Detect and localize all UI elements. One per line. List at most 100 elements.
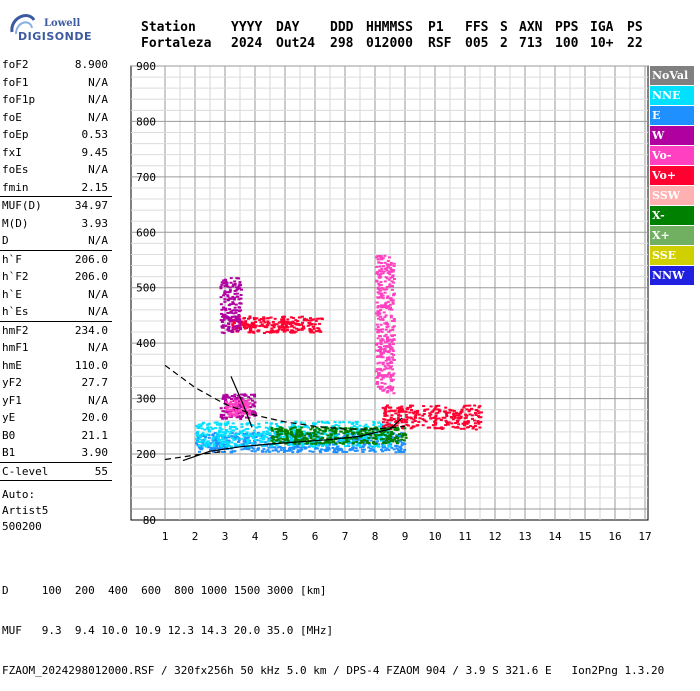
echo-point [389, 307, 393, 310]
echo-point [284, 324, 288, 327]
echo-point [376, 317, 380, 320]
echo-point [381, 272, 385, 275]
echo-point [216, 437, 220, 440]
echo-point [264, 432, 268, 435]
echo-point [303, 434, 307, 437]
echo-point [257, 425, 261, 428]
echo-point [246, 438, 250, 441]
echo-point [272, 438, 276, 441]
echo-point [390, 430, 394, 433]
echo-point [273, 430, 277, 433]
echo-point [225, 439, 229, 442]
echo-point [229, 445, 233, 448]
echo-point [232, 312, 236, 315]
echo-point [380, 262, 384, 265]
echo-point [244, 416, 248, 419]
echo-point [306, 319, 310, 322]
echo-point [387, 371, 391, 374]
echo-point [382, 425, 386, 428]
echo-point [375, 256, 379, 259]
echo-point [237, 440, 241, 443]
echo-point [383, 335, 387, 338]
echo-point [228, 286, 232, 289]
echo-point [282, 322, 286, 325]
echo-point [393, 436, 397, 439]
echo-point [390, 446, 394, 449]
echo-point [388, 427, 392, 430]
param-row-he: h`E N/A [0, 286, 112, 304]
echo-point [246, 441, 250, 444]
echo-point [244, 443, 248, 446]
echo-point [243, 405, 247, 408]
echo-point [326, 437, 330, 440]
echo-point [267, 427, 271, 430]
echo-point [397, 433, 401, 436]
echo-point [391, 368, 395, 371]
echo-point [328, 441, 332, 444]
echo-point [217, 434, 221, 437]
echo-point [290, 423, 294, 426]
legend-e: E [650, 106, 694, 125]
echo-point [223, 434, 227, 437]
param-row-d: D N/A [0, 232, 112, 250]
echo-point [387, 436, 391, 439]
echo-point [383, 434, 387, 437]
echo-point [318, 449, 322, 452]
echo-point [265, 421, 269, 424]
echo-point [249, 435, 253, 438]
echo-point [222, 313, 226, 316]
echo-point [288, 442, 292, 445]
echo-point [409, 404, 413, 407]
echo-point [476, 421, 480, 424]
echo-point [405, 423, 409, 426]
echo-point [333, 449, 337, 452]
echo-point [385, 423, 389, 426]
echo-point [380, 381, 384, 384]
echo-point [384, 333, 388, 336]
echo-point [400, 421, 404, 424]
echo-point [207, 429, 211, 432]
echo-point [473, 419, 477, 422]
echo-point [376, 436, 380, 439]
echo-point [297, 434, 301, 437]
echo-point [434, 419, 438, 422]
echo-point [374, 442, 378, 445]
echo-point [332, 441, 336, 444]
echo-point [450, 416, 454, 419]
echo-point [282, 441, 286, 444]
ionogram-chart: 1 2 3 4 5 6 7 8 9 10 11 12 13 14 15 16 17802003004005006… [130, 60, 652, 543]
echo-point [237, 400, 241, 403]
echo-point [375, 312, 379, 315]
echo-point [201, 432, 205, 435]
echo-point [376, 437, 380, 440]
echo-point [234, 311, 238, 314]
echo-point [221, 410, 225, 413]
echo-point [323, 441, 327, 444]
echo-point [326, 440, 330, 443]
echo-point [286, 321, 290, 324]
echo-point [452, 409, 456, 412]
echo-point [346, 441, 350, 444]
echo-point [227, 434, 231, 437]
param-name: MUF(D) [2, 199, 42, 212]
echo-point [207, 422, 211, 425]
echo-point [289, 449, 293, 452]
echo-point [240, 405, 244, 408]
echo-point [267, 437, 271, 440]
echo-point [233, 398, 237, 401]
echo-point [253, 450, 257, 453]
echo-point [298, 433, 302, 436]
echo-point [385, 269, 389, 272]
echo-point [248, 409, 252, 412]
echo-point [219, 433, 223, 436]
echo-point [232, 438, 236, 441]
echo-point [232, 426, 236, 429]
echo-point [397, 406, 401, 409]
echo-point [362, 448, 366, 451]
echo-point [266, 324, 270, 327]
echo-point [250, 450, 254, 453]
legend-vominus: Vo- [650, 146, 694, 165]
echo-point [313, 323, 317, 326]
echo-point [335, 435, 339, 438]
echo-point [471, 427, 475, 430]
